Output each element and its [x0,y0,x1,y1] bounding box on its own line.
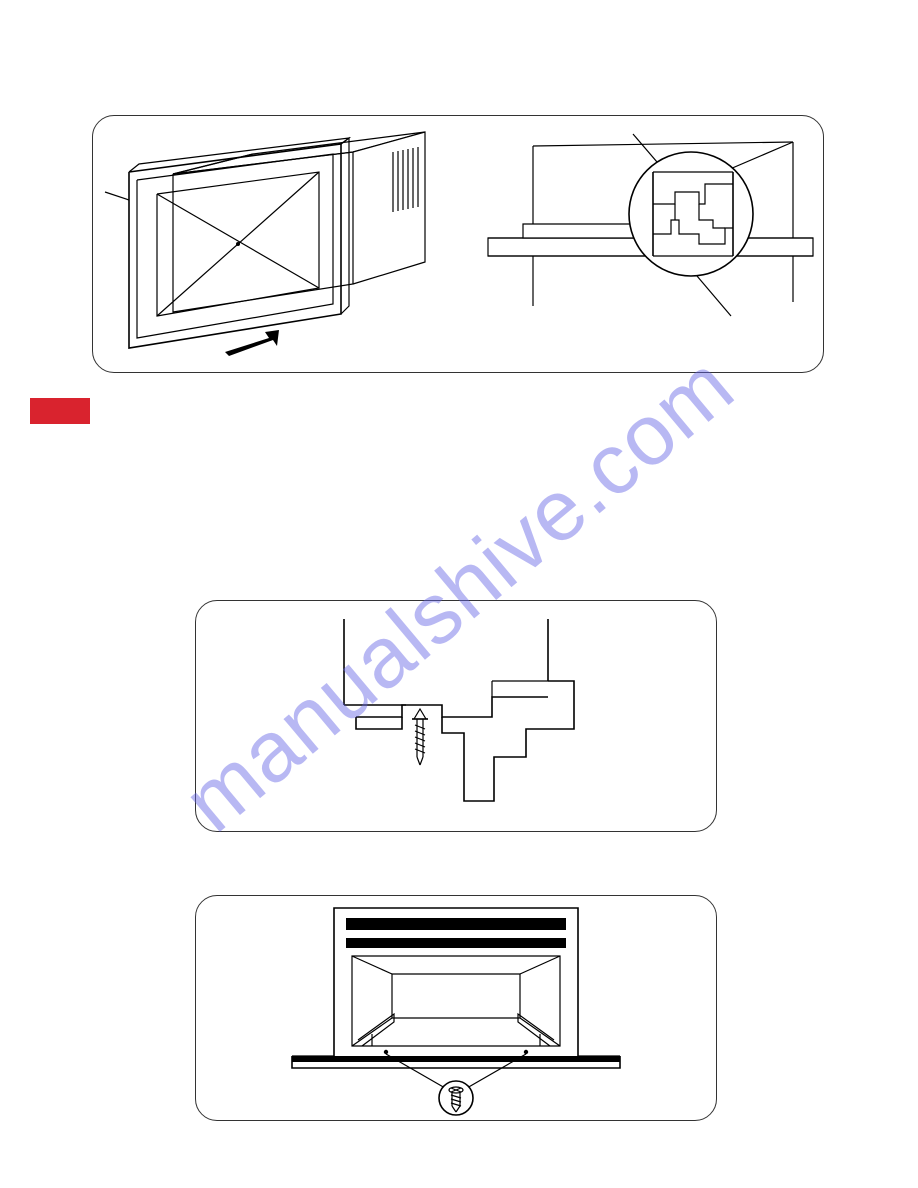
side-badge [30,398,90,424]
screw-icon [412,709,428,765]
figure-1-svg [93,116,823,372]
figure-2 [195,600,717,832]
page: manualshive.com [0,0,918,1188]
figure-3-svg [196,896,716,1120]
figure-2-svg [196,601,716,831]
microwave-iso [105,132,425,356]
figure-3 [195,895,717,1121]
rail-detail [488,134,813,316]
screw-detail-circle [439,1081,473,1115]
front-opening [292,908,620,1115]
mount-screw-right [524,1050,528,1054]
mount-screw-left [384,1050,388,1054]
slide-arrow-icon [225,330,279,356]
figure-1 [92,115,824,373]
screw-cross-section [344,619,574,801]
